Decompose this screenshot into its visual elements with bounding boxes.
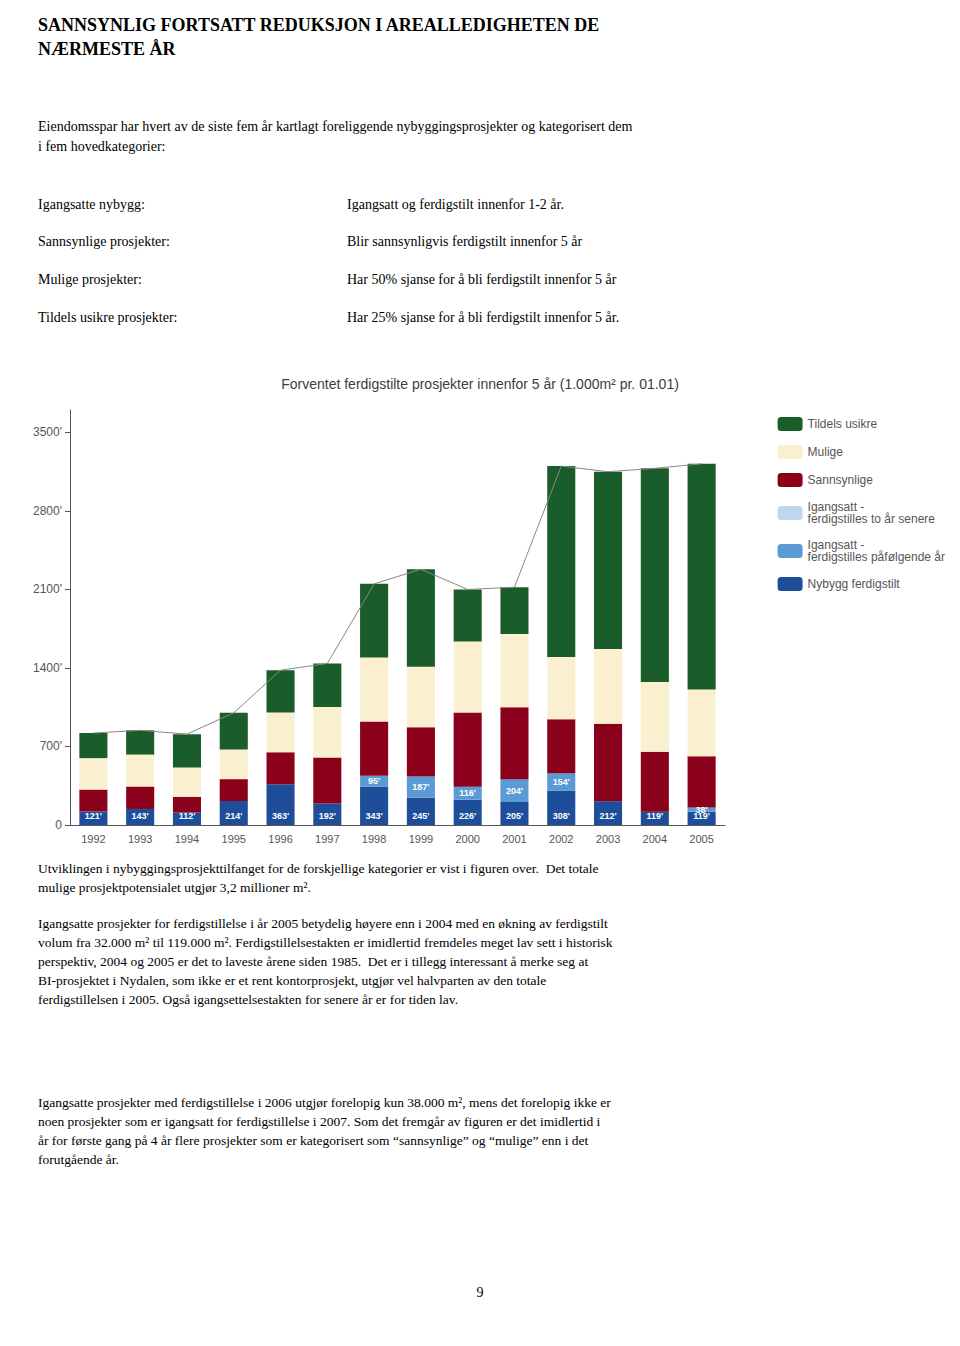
svg-text:2100': 2100' [33,582,62,596]
svg-text:116': 116' [459,788,476,798]
svg-text:119': 119' [646,811,663,821]
svg-text:Nybygg ferdigstilt: Nybygg ferdigstilt [808,577,901,591]
svg-text:ferdigstillelsen i 2005. Også: ferdigstillelsen i 2005. Også igangsette… [38,992,458,1007]
svg-text:0: 0 [55,818,62,832]
svg-text:226': 226' [459,811,476,821]
svg-text:119': 119' [693,810,710,821]
svg-text:2005: 2005 [689,833,713,845]
svg-text:154': 154' [553,777,570,787]
svg-text:214': 214' [225,811,242,821]
svg-text:2001: 2001 [502,833,526,845]
svg-text:NÆRMESTE ÅR: NÆRMESTE ÅR [38,39,177,59]
svg-text:Forventet ferdigstilte prosjek: Forventet ferdigstilte prosjekter innenf… [281,376,679,392]
svg-text:BI-prosjektet i Nydalen, som i: BI-prosjektet i Nydalen, som ikke er et … [38,973,546,988]
svg-text:2004: 2004 [643,833,667,845]
svg-text:volum fra 32.000 m² til 119.00: volum fra 32.000 m² til 119.000 m². Ferd… [38,935,613,950]
svg-text:Sannsynlige prosjekter:: Sannsynlige prosjekter: [38,234,170,249]
svg-text:204': 204' [506,786,523,796]
svg-text:363': 363' [272,811,289,821]
svg-text:1400': 1400' [33,661,62,675]
svg-text:Mulige prosjekter:: Mulige prosjekter: [38,272,142,287]
svg-text:Igangsatt -: Igangsatt - [807,538,865,552]
svg-text:121': 121' [85,811,102,821]
svg-text:212': 212' [599,811,616,821]
svg-text:år for første gang på 4 år fle: år for første gang på 4 år flere prosjek… [38,1133,589,1148]
svg-text:112': 112' [179,811,196,821]
svg-text:1999: 1999 [409,833,433,845]
svg-text:700': 700' [40,739,62,753]
svg-text:Igangsatte nybygg:: Igangsatte nybygg: [38,197,145,212]
svg-text:Igangsatt og ferdigstilt innen: Igangsatt og ferdigstilt innenfor 1-2 år… [347,197,564,212]
svg-text:1995: 1995 [222,833,246,845]
svg-text:Blir sannsynligvis ferdigstilt: Blir sannsynligvis ferdigstilt innenfor … [347,234,583,249]
svg-text:95': 95' [368,776,380,786]
svg-text:Igangsatt -: Igangsatt - [807,500,865,514]
svg-text:Eiendomsspar har hvert av de s: Eiendomsspar har hvert av de siste fem å… [38,119,633,134]
svg-text:Har 50% sjanse for å bli ferdi: Har 50% sjanse for å bli ferdigstilt inn… [347,272,617,287]
svg-text:9: 9 [477,1285,484,1300]
svg-text:Mulige: Mulige [808,445,844,459]
svg-text:mulige prosjektpotensialet utg: mulige prosjektpotensialet utgjør 3,2 mi… [38,880,311,895]
svg-text:2800': 2800' [33,504,62,518]
svg-text:1992: 1992 [81,833,105,845]
svg-text:192': 192' [319,811,336,821]
svg-text:38': 38' [696,805,708,815]
svg-text:Har 25% sjanse for å bli ferdi: Har 25% sjanse for å bli ferdigstilt inn… [347,310,619,325]
svg-text:2003: 2003 [596,833,620,845]
svg-text:Tildels usikre prosjekter:: Tildels usikre prosjekter: [38,310,177,325]
svg-text:i fem hovedkategorier:: i fem hovedkategorier: [38,139,166,154]
svg-text:308': 308' [553,811,570,821]
svg-text:ferdigstilles to år senere: ferdigstilles to år senere [808,512,936,526]
svg-text:Utviklingen i nybyggingsprosje: Utviklingen i nybyggingsprosjekttilfange… [38,861,598,876]
svg-text:forutgående år.: forutgående år. [38,1152,119,1167]
svg-text:SANNSYNLIG FORTSATT REDUKSJON: SANNSYNLIG FORTSATT REDUKSJON I AREALLED… [38,15,599,35]
svg-text:187': 187' [412,782,429,792]
svg-text:1997: 1997 [315,833,339,845]
svg-text:143': 143' [132,811,149,821]
svg-text:Tildels usikre: Tildels usikre [808,417,878,431]
svg-text:Igangsatte prosjekter med ferd: Igangsatte prosjekter med ferdigstillels… [38,1095,611,1110]
svg-text:2000: 2000 [455,833,479,845]
svg-text:3500': 3500' [33,425,62,439]
svg-text:Sannsynlige: Sannsynlige [808,473,874,487]
svg-text:ferdigstilles påfølgende år: ferdigstilles påfølgende år [808,550,945,564]
svg-text:343': 343' [366,811,383,821]
svg-text:Igangsatte prosjekter for ferd: Igangsatte prosjekter for ferdigstillels… [38,916,608,931]
svg-text:1998: 1998 [362,833,386,845]
svg-text:1996: 1996 [268,833,292,845]
svg-text:perspektiv, 2004 og 2005 er de: perspektiv, 2004 og 2005 er det to laves… [38,954,588,969]
svg-text:1994: 1994 [175,833,199,845]
svg-text:205': 205' [506,811,523,821]
svg-text:1993: 1993 [128,833,152,845]
svg-text:245': 245' [412,811,429,821]
svg-text:2002: 2002 [549,833,573,845]
svg-text:noen prosjekter som er igangsa: noen prosjekter som er igangsatt for fer… [38,1114,601,1129]
